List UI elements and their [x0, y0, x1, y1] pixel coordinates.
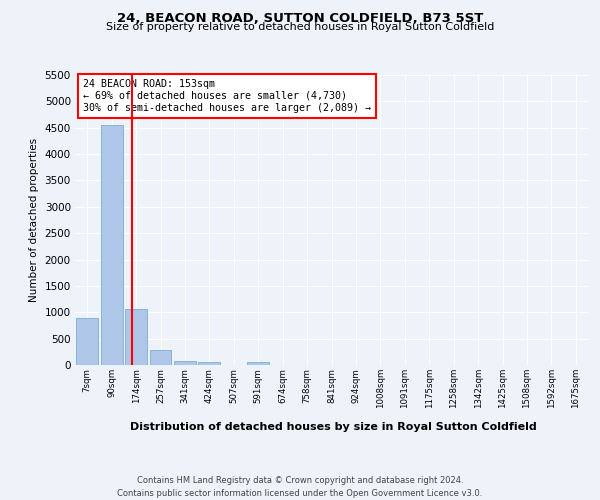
Text: 24 BEACON ROAD: 153sqm
← 69% of detached houses are smaller (4,730)
30% of semi-: 24 BEACON ROAD: 153sqm ← 69% of detached… [83, 80, 371, 112]
Bar [125, 309, 147, 365]
Bar [101, 125, 122, 365]
Bar [199, 362, 220, 365]
Text: Contains HM Land Registry data © Crown copyright and database right 2024.
Contai: Contains HM Land Registry data © Crown c… [118, 476, 482, 498]
Text: Size of property relative to detached houses in Royal Sutton Coldfield: Size of property relative to detached ho… [106, 22, 494, 32]
Bar [174, 361, 196, 365]
Y-axis label: Number of detached properties: Number of detached properties [29, 138, 39, 302]
Bar [76, 318, 98, 365]
Text: Distribution of detached houses by size in Royal Sutton Coldfield: Distribution of detached houses by size … [130, 422, 536, 432]
Bar [247, 362, 269, 365]
Text: 24, BEACON ROAD, SUTTON COLDFIELD, B73 5ST: 24, BEACON ROAD, SUTTON COLDFIELD, B73 5… [117, 12, 483, 26]
Bar [149, 350, 172, 365]
